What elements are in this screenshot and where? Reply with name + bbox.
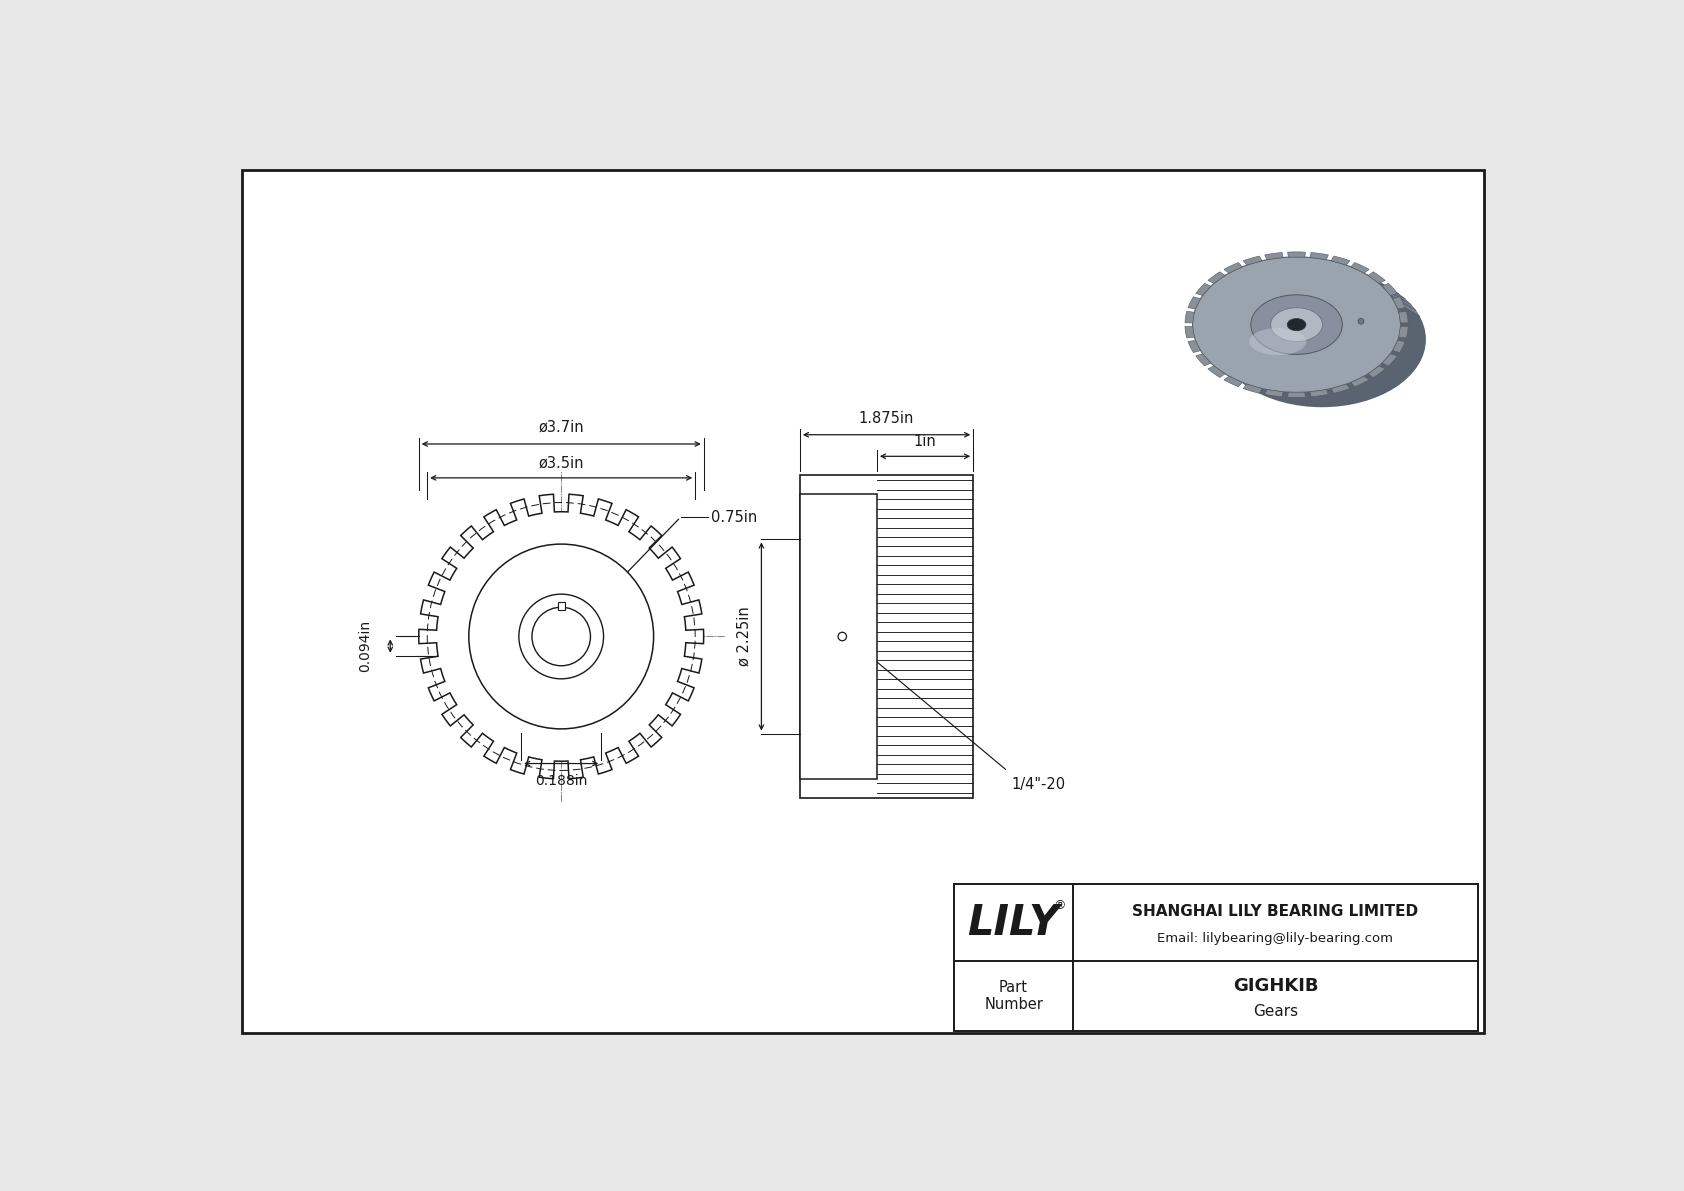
Polygon shape xyxy=(1224,376,1243,387)
Polygon shape xyxy=(1265,389,1283,397)
Text: ø3.5in: ø3.5in xyxy=(539,455,584,470)
Bar xyxy=(953,885,1477,1030)
Ellipse shape xyxy=(1287,318,1305,331)
Polygon shape xyxy=(1393,297,1404,308)
Polygon shape xyxy=(419,494,704,779)
Polygon shape xyxy=(1310,252,1329,260)
Polygon shape xyxy=(1243,385,1261,393)
Polygon shape xyxy=(1243,256,1261,266)
Text: Part
Number: Part Number xyxy=(983,980,1042,1012)
Polygon shape xyxy=(1265,252,1283,260)
Text: Gears: Gears xyxy=(1253,1004,1298,1018)
Polygon shape xyxy=(1186,311,1194,323)
Bar xyxy=(800,475,973,798)
Bar xyxy=(800,494,877,779)
Polygon shape xyxy=(1393,341,1404,353)
Polygon shape xyxy=(1196,354,1211,366)
Polygon shape xyxy=(1367,366,1386,378)
Text: 0.188in: 0.188in xyxy=(536,773,588,787)
Ellipse shape xyxy=(1270,307,1322,342)
Polygon shape xyxy=(1186,326,1194,338)
Circle shape xyxy=(532,607,591,666)
Polygon shape xyxy=(1192,257,1420,362)
Ellipse shape xyxy=(1218,272,1426,407)
Circle shape xyxy=(519,594,603,679)
Ellipse shape xyxy=(1192,257,1401,392)
Polygon shape xyxy=(1367,272,1386,283)
Polygon shape xyxy=(1196,283,1211,295)
Text: 1.875in: 1.875in xyxy=(859,411,914,425)
Polygon shape xyxy=(1187,341,1201,353)
Polygon shape xyxy=(1399,311,1408,323)
Polygon shape xyxy=(1351,376,1369,387)
Polygon shape xyxy=(1187,297,1201,308)
Circle shape xyxy=(1357,318,1364,324)
Text: ø3.7in: ø3.7in xyxy=(539,419,584,435)
Ellipse shape xyxy=(1251,295,1342,355)
Circle shape xyxy=(468,544,653,729)
Text: LILY: LILY xyxy=(968,902,1059,944)
Polygon shape xyxy=(1288,252,1305,257)
Polygon shape xyxy=(1330,256,1351,266)
Bar xyxy=(557,601,564,610)
Text: 1/4"-20: 1/4"-20 xyxy=(1012,778,1066,792)
Circle shape xyxy=(839,632,847,641)
Ellipse shape xyxy=(1250,328,1307,355)
Polygon shape xyxy=(1310,389,1329,397)
Text: SHANGHAI LILY BEARING LIMITED: SHANGHAI LILY BEARING LIMITED xyxy=(1132,904,1418,919)
Text: 0.75in: 0.75in xyxy=(711,510,758,525)
Text: 1in: 1in xyxy=(914,434,936,449)
Text: GIGHKIB: GIGHKIB xyxy=(1233,977,1319,994)
Text: Email: lilybearing@lily-bearing.com: Email: lilybearing@lily-bearing.com xyxy=(1157,931,1393,944)
Polygon shape xyxy=(1383,354,1398,366)
Polygon shape xyxy=(1351,262,1369,273)
Polygon shape xyxy=(1207,366,1224,378)
Polygon shape xyxy=(1399,326,1408,338)
Text: ®: ® xyxy=(1054,899,1066,912)
Polygon shape xyxy=(1383,283,1398,295)
Text: 0.094in: 0.094in xyxy=(359,621,372,672)
Polygon shape xyxy=(1207,272,1224,283)
Polygon shape xyxy=(1330,385,1351,393)
Text: ø 2.25in: ø 2.25in xyxy=(736,606,751,667)
Polygon shape xyxy=(1288,392,1305,398)
Polygon shape xyxy=(1224,262,1243,273)
